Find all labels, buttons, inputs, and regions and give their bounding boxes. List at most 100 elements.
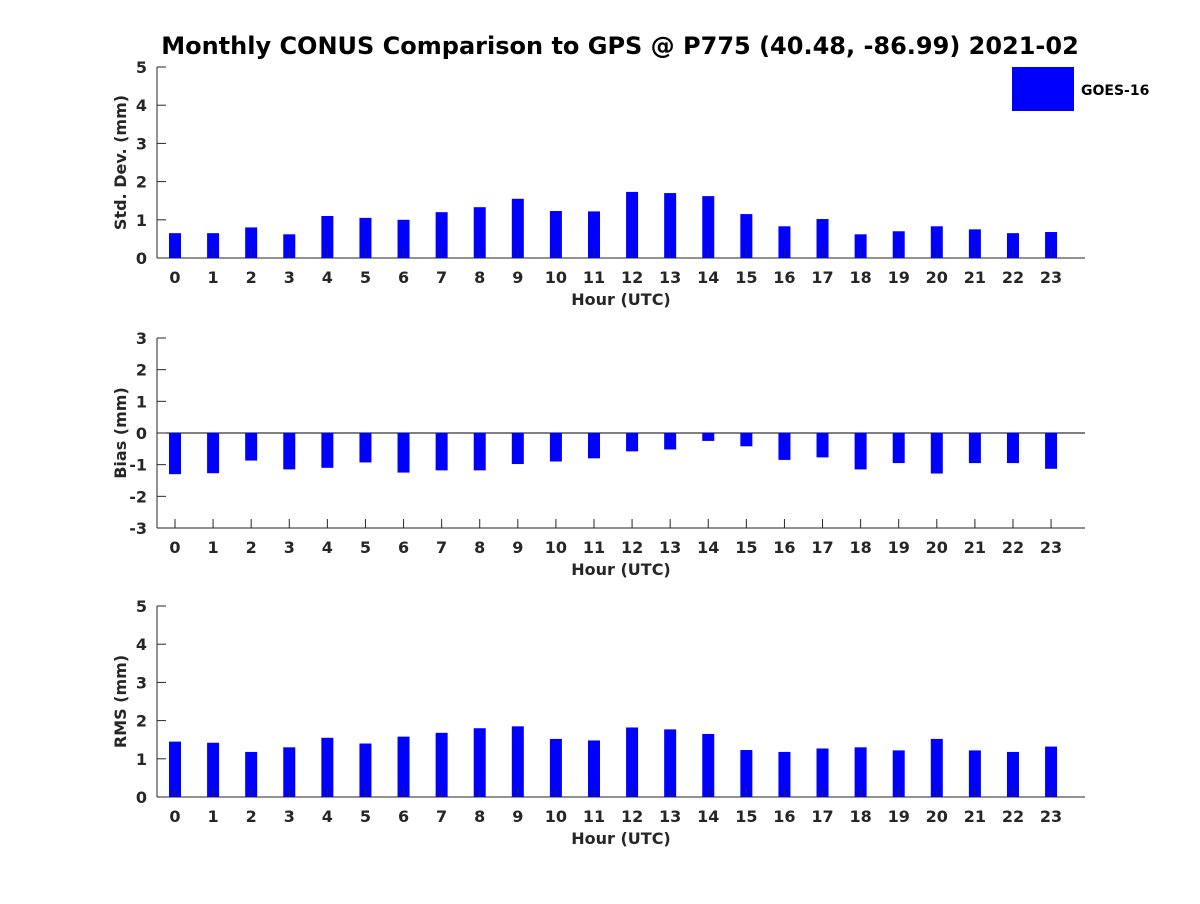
bar-hour-11 <box>587 740 600 797</box>
bar-hour-17 <box>816 219 829 258</box>
bar-hour-10 <box>549 738 562 797</box>
x-tick-label: 13 <box>659 807 681 826</box>
bar-hour-14 <box>702 196 715 258</box>
y-tick-label: 0 <box>136 424 147 443</box>
bar-hour-11 <box>587 211 600 258</box>
x-tick-label: 0 <box>169 807 180 826</box>
x-tick-label: 14 <box>697 268 719 287</box>
bar-hour-23 <box>1045 746 1058 797</box>
x-tick-label: 8 <box>474 807 485 826</box>
y-tick-label: -2 <box>129 487 147 506</box>
bar-hour-21 <box>968 750 981 797</box>
bar-hour-23 <box>1045 433 1058 469</box>
bar-hour-9 <box>511 726 524 797</box>
legend-swatch <box>1012 67 1074 111</box>
bar-hour-23 <box>1045 232 1058 258</box>
bar-hour-22 <box>1006 433 1019 464</box>
x-tick-label: 22 <box>1002 538 1024 557</box>
x-tick-label: 16 <box>773 807 795 826</box>
bar-hour-17 <box>816 748 829 797</box>
x-tick-label: 18 <box>849 268 871 287</box>
bar-hour-12 <box>626 191 639 258</box>
bar-hour-0 <box>169 233 181 258</box>
x-tick-label: 22 <box>1002 268 1024 287</box>
bar-hour-14 <box>702 433 715 441</box>
bar-hour-10 <box>549 433 562 462</box>
y-tick-label: 5 <box>136 58 147 77</box>
bar-hour-16 <box>778 751 791 797</box>
x-tick-label: 14 <box>697 807 719 826</box>
bar-hour-22 <box>1006 233 1019 258</box>
y-tick-label: 1 <box>136 392 147 411</box>
x-tick-label: 19 <box>888 807 910 826</box>
y-axis-label: RMS (mm) <box>111 655 130 748</box>
bar-hour-6 <box>397 219 410 258</box>
bar-hour-0 <box>169 741 181 797</box>
x-tick-label: 3 <box>284 807 295 826</box>
bar-hour-14 <box>702 733 715 797</box>
bar-hour-3 <box>283 234 296 258</box>
bar-hour-5 <box>359 743 372 797</box>
y-tick-label: 3 <box>136 673 147 692</box>
bar-hour-2 <box>245 433 258 461</box>
bar-hour-3 <box>283 433 296 470</box>
x-tick-label: 15 <box>735 538 757 557</box>
x-tick-label: 10 <box>545 538 567 557</box>
x-tick-label: 6 <box>398 807 409 826</box>
bar-hour-20 <box>930 738 943 797</box>
bar-hour-4 <box>321 737 334 797</box>
bar-hour-17 <box>816 433 829 458</box>
bar-hour-5 <box>359 433 372 463</box>
x-tick-label: 16 <box>773 268 795 287</box>
bar-hour-2 <box>245 751 258 797</box>
bar-hour-18 <box>854 747 867 797</box>
chart-title: Monthly CONUS Comparison to GPS @ P775 (… <box>161 32 1079 60</box>
bar-hour-4 <box>321 433 334 468</box>
y-tick-label: 0 <box>136 788 147 807</box>
bar-hour-13 <box>664 193 677 258</box>
bar-hour-19 <box>892 750 905 797</box>
bar-hour-6 <box>397 433 410 473</box>
bar-hour-15 <box>740 214 753 258</box>
bar-hour-0 <box>169 433 181 475</box>
x-tick-label: 2 <box>246 268 257 287</box>
y-tick-label: 5 <box>136 597 147 616</box>
x-tick-label: 10 <box>545 807 567 826</box>
bar-hour-16 <box>778 226 791 258</box>
bar-hour-7 <box>435 433 448 471</box>
y-tick-label: 1 <box>136 750 147 769</box>
x-tick-label: 22 <box>1002 807 1024 826</box>
x-tick-label: 9 <box>512 268 523 287</box>
bar-hour-15 <box>740 750 753 797</box>
bar-hour-12 <box>626 727 639 797</box>
y-tick-label: -3 <box>129 519 147 538</box>
x-tick-label: 15 <box>735 807 757 826</box>
x-tick-label: 17 <box>811 538 833 557</box>
x-tick-label: 1 <box>208 268 219 287</box>
x-tick-label: 20 <box>926 538 948 557</box>
x-tick-label: 2 <box>246 538 257 557</box>
x-tick-label: 7 <box>436 268 447 287</box>
x-tick-label: 21 <box>964 807 986 826</box>
x-tick-label: 18 <box>849 538 871 557</box>
x-tick-label: 2 <box>246 807 257 826</box>
x-tick-label: 19 <box>888 538 910 557</box>
x-tick-label: 4 <box>322 538 333 557</box>
x-tick-label: 6 <box>398 268 409 287</box>
bar-hour-19 <box>892 433 905 464</box>
x-axis-label: Hour (UTC) <box>571 829 671 848</box>
x-tick-label: 12 <box>621 807 643 826</box>
bar-hour-13 <box>664 433 677 450</box>
bar-hour-12 <box>626 433 639 452</box>
y-tick-label: 3 <box>136 329 147 348</box>
x-tick-label: 8 <box>474 268 485 287</box>
x-tick-label: 23 <box>1040 268 1062 287</box>
x-axis-label: Hour (UTC) <box>571 290 671 309</box>
x-tick-label: 17 <box>811 807 833 826</box>
x-tick-label: 18 <box>849 807 871 826</box>
x-tick-label: 17 <box>811 268 833 287</box>
